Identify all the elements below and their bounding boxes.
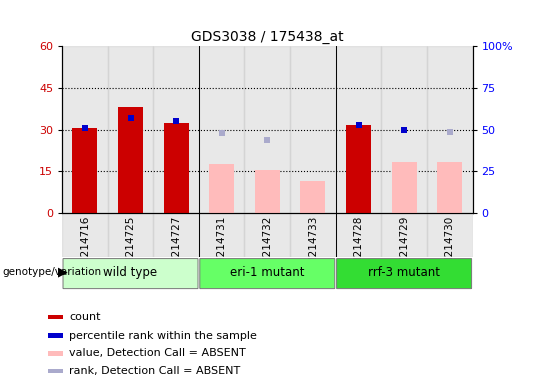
Text: genotype/variation: genotype/variation <box>3 267 102 277</box>
Text: rank, Detection Call = ABSENT: rank, Detection Call = ABSENT <box>69 366 240 376</box>
Text: GSM214729: GSM214729 <box>399 215 409 279</box>
Text: GSM214733: GSM214733 <box>308 215 318 279</box>
Bar <box>153 213 199 257</box>
Text: ▶: ▶ <box>58 265 68 278</box>
Bar <box>48 333 63 338</box>
Bar <box>199 46 245 213</box>
FancyBboxPatch shape <box>200 258 335 289</box>
Text: GSM214716: GSM214716 <box>80 215 90 279</box>
Bar <box>427 213 472 257</box>
Bar <box>381 46 427 213</box>
Text: GSM214727: GSM214727 <box>171 215 181 279</box>
Text: count: count <box>69 312 101 322</box>
FancyBboxPatch shape <box>336 258 471 289</box>
Bar <box>199 213 245 257</box>
Bar <box>107 46 153 213</box>
Bar <box>290 46 336 213</box>
Bar <box>62 213 107 257</box>
Bar <box>48 315 63 319</box>
Text: GSM214725: GSM214725 <box>125 215 136 279</box>
Bar <box>381 213 427 257</box>
Bar <box>48 351 63 356</box>
Title: GDS3038 / 175438_at: GDS3038 / 175438_at <box>191 30 343 44</box>
Bar <box>437 162 462 213</box>
Text: GSM214728: GSM214728 <box>354 215 363 279</box>
Bar <box>300 181 326 213</box>
Bar <box>290 213 336 257</box>
Text: eri-1 mutant: eri-1 mutant <box>230 266 305 280</box>
Text: percentile rank within the sample: percentile rank within the sample <box>69 331 257 341</box>
Bar <box>164 122 188 213</box>
Text: wild type: wild type <box>104 266 158 280</box>
Bar <box>118 107 143 213</box>
Bar <box>72 128 97 213</box>
FancyBboxPatch shape <box>63 258 198 289</box>
Bar <box>62 46 107 213</box>
Bar <box>245 213 290 257</box>
Bar <box>392 162 417 213</box>
Text: GSM214731: GSM214731 <box>217 215 227 279</box>
Bar <box>255 170 280 213</box>
Bar <box>336 46 381 213</box>
Bar <box>153 46 199 213</box>
Text: GSM214732: GSM214732 <box>262 215 272 279</box>
Bar <box>107 213 153 257</box>
Bar <box>48 369 63 373</box>
Text: rrf-3 mutant: rrf-3 mutant <box>368 266 440 280</box>
Text: GSM214730: GSM214730 <box>445 215 455 278</box>
Bar <box>336 213 381 257</box>
Bar <box>245 46 290 213</box>
Bar <box>427 46 472 213</box>
Bar <box>346 126 371 213</box>
Bar <box>209 164 234 213</box>
Text: value, Detection Call = ABSENT: value, Detection Call = ABSENT <box>69 348 246 358</box>
